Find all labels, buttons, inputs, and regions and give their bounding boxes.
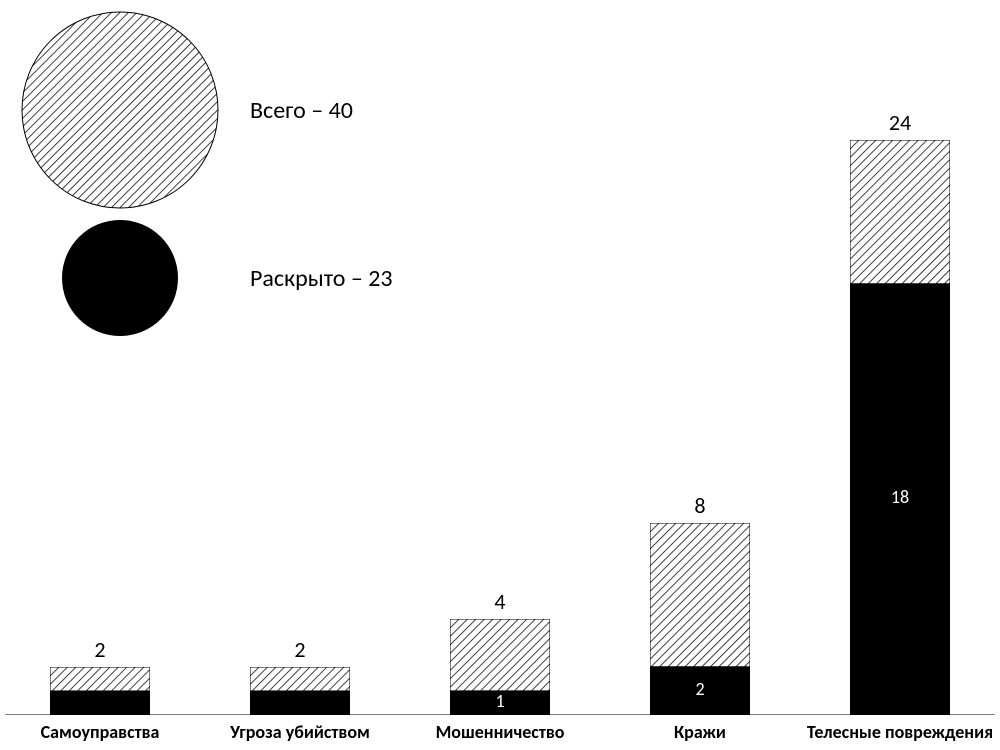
crime-stats-chart: Всего – 40 Раскрыто – 23 2241822418 Само…	[0, 0, 1000, 750]
x-axis-label: Самоуправства	[0, 715, 200, 750]
bar-slot: 2	[0, 110, 200, 715]
bar-total-label: 2	[240, 636, 360, 663]
bar-total-label: 8	[640, 492, 760, 519]
bar-segment-solved	[50, 691, 150, 715]
bar-slot: 2	[200, 110, 400, 715]
bar-solved-label: 1	[440, 690, 560, 712]
x-axis-label: Мошенничество	[400, 715, 600, 750]
plot-area: 2241822418	[0, 110, 1000, 715]
bar-total-label: 4	[440, 588, 560, 615]
bar	[850, 140, 950, 715]
bar-segment-unsolved	[250, 667, 350, 691]
bar-slot: 24 18	[800, 110, 1000, 715]
bar-total-label: 2	[40, 636, 160, 663]
x-axis-label: Угроза убийством	[200, 715, 400, 750]
bar-segment-unsolved	[450, 619, 550, 691]
bar-solved-label: 18	[840, 486, 960, 508]
bar-segment-unsolved	[650, 523, 750, 667]
x-labels: СамоуправстваУгроза убийствомМошенничест…	[0, 715, 1000, 750]
bar-slot: 82	[600, 110, 800, 715]
bar-segment-unsolved	[850, 140, 950, 284]
bar-solved-label: 2	[640, 678, 760, 700]
bar	[250, 667, 350, 715]
bar-total-label: 24	[840, 109, 960, 136]
bar-slot: 41	[400, 110, 600, 715]
x-axis-label: Кражи	[600, 715, 800, 750]
bar-segment-unsolved	[50, 667, 150, 691]
bar	[50, 667, 150, 715]
bar-segment-solved	[250, 691, 350, 715]
x-axis-label: Телесные повреждения	[800, 715, 1000, 750]
